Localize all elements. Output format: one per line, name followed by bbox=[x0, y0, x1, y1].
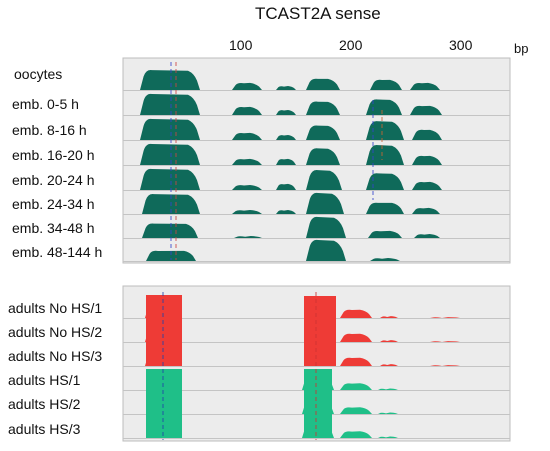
coverage-peak bbox=[378, 412, 398, 414]
track-emb-4 bbox=[123, 168, 510, 191]
track-emb-1 bbox=[123, 93, 510, 116]
coverage-peak bbox=[276, 183, 296, 190]
track-emb-2 bbox=[123, 118, 510, 141]
coverage-peak bbox=[306, 169, 342, 190]
coverage-peak bbox=[276, 85, 296, 90]
track-emb-3 bbox=[123, 143, 510, 166]
coverage-peak bbox=[232, 158, 262, 165]
coverage-peak bbox=[232, 82, 262, 90]
coverage-peak bbox=[414, 233, 440, 238]
track-label-emb-8-16: emb. 8-16 h bbox=[12, 122, 87, 138]
coverage-peak bbox=[430, 365, 460, 366]
coverage-peak bbox=[340, 333, 372, 342]
coverage-peak bbox=[276, 134, 296, 140]
axis-tick-300: 300 bbox=[449, 37, 473, 53]
coverage-peak bbox=[140, 69, 200, 90]
coverage-peak bbox=[366, 121, 404, 140]
coverage-peak bbox=[380, 340, 398, 342]
track-emb-7 bbox=[123, 239, 510, 262]
coverage-peak bbox=[306, 192, 344, 214]
coverage-peak bbox=[340, 309, 372, 318]
track-label-adults-nohs-2: adults No HS/2 bbox=[8, 324, 103, 340]
coverage-peak bbox=[276, 158, 296, 165]
coverage-peak bbox=[430, 341, 460, 342]
track-label-emb-34-48: emb. 34-48 h bbox=[12, 220, 95, 236]
track-label-emb-16-20: emb. 16-20 h bbox=[12, 147, 95, 163]
coverage-peak bbox=[366, 173, 404, 190]
coverage-peak bbox=[370, 79, 402, 90]
track-label-adults-nohs-3: adults No HS/3 bbox=[8, 348, 103, 364]
track-emb-6 bbox=[123, 216, 510, 239]
coverage-peak bbox=[306, 78, 340, 90]
track-label-adults-nohs-1: adults No HS/1 bbox=[8, 300, 103, 316]
coverage-peak bbox=[412, 155, 442, 165]
coverage-peak bbox=[410, 105, 442, 115]
track-label-adults-hs-3: adults HS/3 bbox=[8, 421, 81, 437]
coverage-peak bbox=[380, 316, 398, 318]
coverage-peak bbox=[140, 93, 200, 115]
track-emb-0 bbox=[123, 69, 510, 91]
coverage-peak bbox=[306, 216, 346, 238]
coverage-peak bbox=[340, 357, 372, 366]
green-left-block bbox=[146, 369, 182, 438]
coverage-peak bbox=[430, 317, 460, 318]
coverage-peak bbox=[412, 207, 440, 214]
coverage-peak bbox=[306, 239, 346, 261]
coverage-peak bbox=[306, 148, 340, 165]
track-label-adults-hs-2: adults HS/2 bbox=[8, 396, 81, 412]
coverage-peak bbox=[378, 436, 398, 438]
coverage-peak bbox=[340, 431, 372, 438]
track-label-emb-48-144: emb. 48-144 h bbox=[12, 244, 103, 260]
axis-tick-200: 200 bbox=[339, 37, 363, 53]
coverage-peak bbox=[142, 223, 198, 238]
coverage-peak bbox=[276, 209, 296, 214]
axis-tick-100: 100 bbox=[229, 37, 253, 53]
coverage-peak bbox=[140, 168, 200, 190]
coverage-peak bbox=[380, 364, 398, 366]
coverage-peak bbox=[232, 184, 262, 190]
red-left-block bbox=[146, 295, 182, 366]
coverage-peak bbox=[306, 125, 340, 140]
coverage-peak bbox=[366, 144, 404, 165]
coverage-peak bbox=[366, 99, 402, 115]
coverage-peak bbox=[140, 143, 200, 165]
coverage-peak bbox=[370, 257, 400, 261]
figure-title: TCAST2A sense bbox=[255, 4, 381, 23]
track-label-emb-0-5: emb. 0-5 h bbox=[12, 96, 79, 112]
coverage-peak bbox=[306, 101, 340, 115]
coverage-peak bbox=[340, 383, 372, 390]
coverage-peak bbox=[232, 132, 262, 140]
coverage-peak bbox=[340, 407, 372, 414]
coverage-peak bbox=[232, 209, 262, 214]
track-label-adults-hs-1: adults HS/1 bbox=[8, 372, 81, 388]
coverage-peak bbox=[412, 181, 442, 190]
green-tall-block bbox=[304, 369, 332, 438]
coverage-peak bbox=[368, 230, 402, 238]
track-label-emb-20-24: emb. 20-24 h bbox=[12, 172, 95, 188]
axis-unit: bp bbox=[514, 41, 529, 56]
coverage-peak bbox=[378, 388, 398, 390]
coverage-peak bbox=[366, 202, 404, 214]
red-tall-block bbox=[304, 296, 336, 366]
track-label-oocytes: oocytes bbox=[14, 66, 63, 82]
coverage-peak bbox=[412, 129, 442, 140]
coverage-peak bbox=[234, 235, 262, 238]
coverage-peak bbox=[232, 106, 262, 115]
track-label-emb-24-34: emb. 24-34 h bbox=[12, 196, 95, 212]
coverage-peak bbox=[276, 109, 296, 115]
coverage-peak bbox=[140, 118, 200, 140]
coverage-peak bbox=[410, 82, 440, 90]
coverage-peak bbox=[146, 250, 196, 261]
track-emb-5 bbox=[123, 192, 510, 215]
